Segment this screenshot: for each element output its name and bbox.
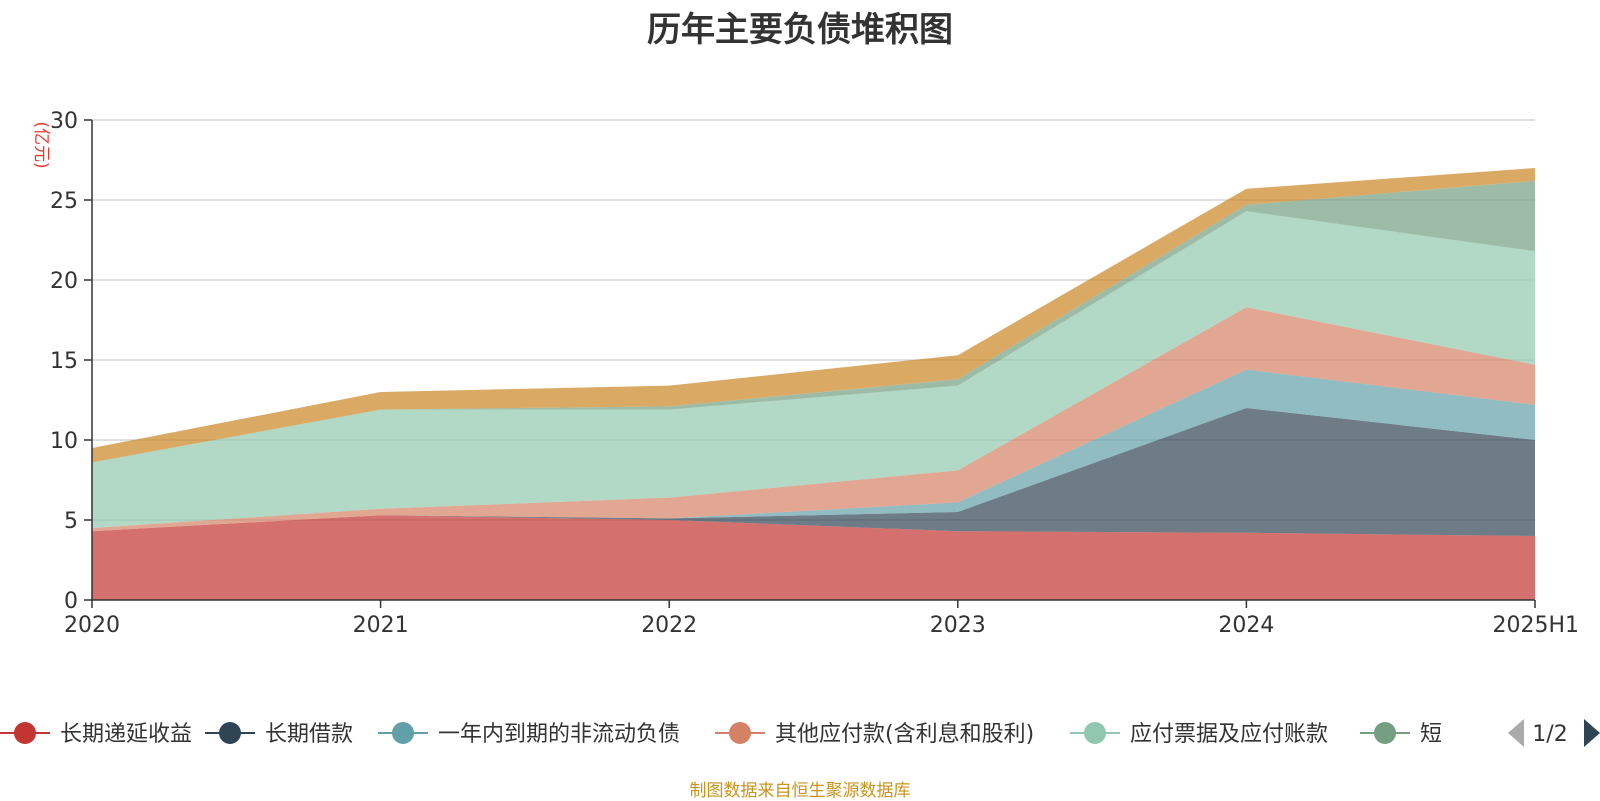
area-其他负债 [92,168,1535,463]
legend-marker [729,722,751,744]
y-tick-label: 5 [64,509,78,534]
area-series [92,168,1535,600]
y-tick-label: 20 [50,269,78,294]
legend-label: 短 [1420,722,1442,747]
x-tick-label: 2024 [1218,613,1274,638]
legend-item[interactable]: 一年内到期的非流动负债 [378,722,680,747]
unit-label: (亿元) [31,121,51,168]
legend-label: 长期递延收益 [60,722,192,747]
legend-label: 长期借款 [265,722,353,747]
legend-marker [392,722,414,744]
legend-item[interactable]: 短 [1360,722,1442,747]
legend-marker [219,722,241,744]
legend-item[interactable]: 长期递延收益 [0,722,192,747]
legend-marker [1374,722,1396,744]
y-tick-label: 10 [50,429,78,454]
area-应付票据及应付账款 [92,211,1535,528]
legend: 长期递延收益 长期借款 一年内到期的非流动负债 其他应付款(含利息和股利) 应付票据及应… [0,722,1442,747]
legend-label: 一年内到期的非流动负债 [438,722,680,747]
y-tick-label: 30 [50,109,78,134]
x-tick-label: 2025H1 [1492,613,1579,638]
legend-marker [1084,722,1106,744]
x-tick-label: 2023 [930,613,986,638]
data-source-footer: 制图数据来自恒生聚源数据库 [689,781,911,801]
legend-item[interactable]: 长期借款 [205,722,353,747]
area-长期借款 [92,408,1535,536]
x-tick-label: 2020 [64,613,120,638]
legend-item[interactable]: 应付票据及应付账款 [1070,722,1328,747]
y-tick-label: 15 [50,349,78,374]
x-tick-labels: 2020 2021 2022 2023 2024 2025H1 [64,600,1579,638]
legend-marker [14,722,36,744]
y-tick-label: 25 [50,189,78,214]
area-长期递延收益 [92,515,1535,600]
chart-title: 历年主要负债堆积图 [647,10,953,50]
y-tick-labels: 0 5 10 15 20 25 30 [50,109,92,614]
area-短期借款 [92,180,1535,463]
area-一年内到期的非流动负债 [92,369,1535,532]
legend-item[interactable]: 其他应付款(含利息和股利) [715,722,1034,747]
y-tick-label: 0 [64,589,78,614]
legend-prev-icon[interactable] [1508,719,1524,747]
legend-next-icon[interactable] [1584,719,1600,747]
x-tick-label: 2022 [641,613,697,638]
area-其他应付款(含利息和股利) [92,307,1535,532]
legend-page-label: 1/2 [1532,722,1567,747]
legend-pager: 1/2 [1508,719,1600,747]
legend-label: 应付票据及应付账款 [1130,722,1328,747]
legend-label: 其他应付款(含利息和股利) [775,722,1034,747]
x-tick-label: 2021 [353,613,409,638]
